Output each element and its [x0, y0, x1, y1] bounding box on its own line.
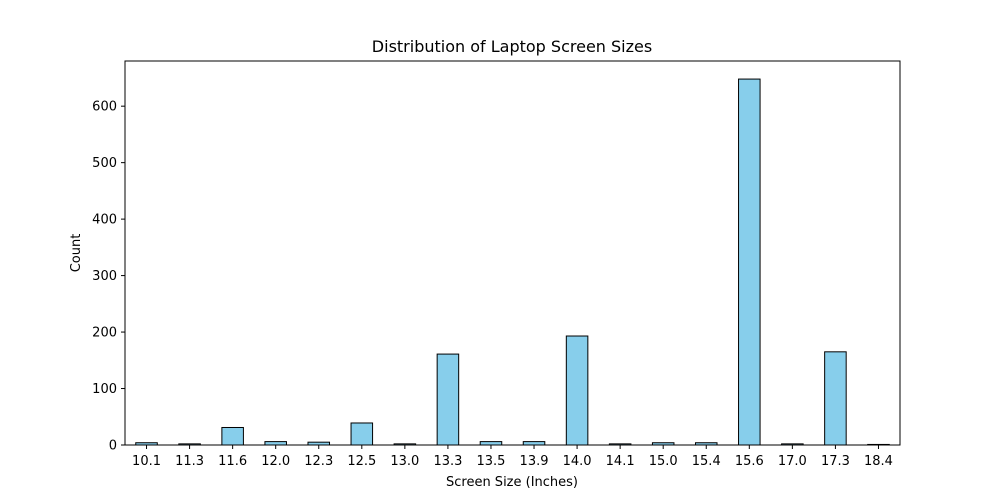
x-tick-label: 13.0	[390, 454, 419, 469]
y-axis-label: Count	[69, 234, 84, 273]
x-tick-label: 14.1	[606, 454, 635, 469]
y-tick-label: 200	[92, 326, 117, 341]
bar-12.0	[264, 441, 287, 446]
x-tick-label: 12.0	[261, 454, 290, 469]
x-tick-label: 13.5	[476, 454, 505, 469]
x-tick-label: 11.3	[175, 454, 204, 469]
y-tick-label: 600	[92, 100, 117, 115]
x-axis-label: Screen Size (Inches)	[446, 475, 578, 490]
bar-17.3	[824, 351, 847, 446]
y-tick-label: 400	[92, 213, 117, 228]
x-tick-label: 15.4	[692, 454, 721, 469]
bar-13.3	[436, 353, 460, 446]
y-tick-label: 0	[109, 439, 117, 454]
plot-frame	[124, 60, 901, 446]
y-tick-label: 300	[92, 269, 117, 284]
x-tick-label: 14.0	[563, 454, 592, 469]
x-tick-label: 15.6	[735, 454, 764, 469]
bar-11.6	[221, 426, 244, 446]
bar-14.0	[565, 335, 589, 446]
x-tick-label: 17.0	[778, 454, 807, 469]
x-tick-label: 12.3	[304, 454, 333, 469]
y-axis-ticks: 0 100 200 300 400 500 600	[92, 100, 125, 454]
y-tick-label: 500	[92, 156, 117, 171]
x-tick-label: 13.3	[433, 454, 462, 469]
chart-title: Distribution of Laptop Screen Sizes	[372, 37, 652, 56]
bar-13.5	[479, 441, 503, 446]
x-tick-label: 15.0	[649, 454, 678, 469]
x-tick-label: 12.5	[347, 454, 376, 469]
bars-group	[135, 78, 890, 446]
y-tick-label: 100	[92, 382, 117, 397]
x-tick-label: 18.4	[864, 454, 893, 469]
x-tick-label: 10.1	[132, 454, 161, 469]
bar-13.9	[522, 441, 546, 446]
bar-12.5	[350, 422, 374, 446]
x-tick-label: 11.6	[218, 454, 247, 469]
x-tick-label: 13.9	[520, 454, 549, 469]
x-axis-ticks: 10.1 11.3 11.6 12.0 12.3 12.5 13.0 13.3 13.5 13.9…	[132, 445, 893, 469]
x-tick-label: 17.3	[821, 454, 850, 469]
bar-15.6	[738, 78, 761, 446]
